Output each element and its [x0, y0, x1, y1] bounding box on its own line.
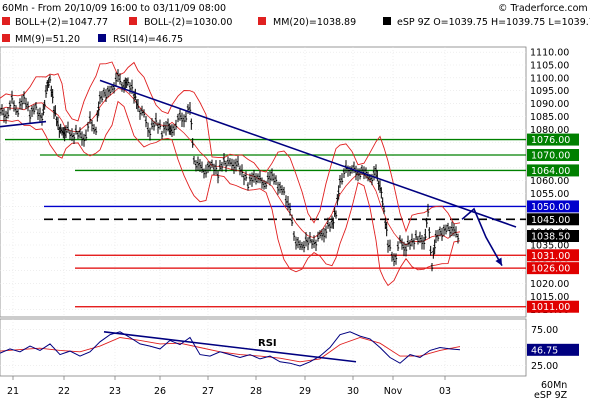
last-price-tag-label: 1038.50 — [531, 232, 570, 243]
footer-timeframe: 60Mn — [541, 380, 567, 391]
price-tick-label: 1035.00 — [530, 241, 569, 252]
price-tick-label: 1015.00 — [530, 292, 569, 303]
level-tag-box — [527, 164, 579, 177]
level-tag-label: 1070.00 — [531, 151, 570, 162]
resistance-trendline — [99, 79, 517, 228]
level-tag-label: 1064.00 — [531, 166, 570, 177]
level-tag-label: 1031.00 — [531, 251, 570, 262]
bollinger-upper — [0, 61, 461, 233]
footer-symbol: eSP 9Z — [534, 390, 568, 400]
legend-rsi: RSI(14)=46.75 — [113, 34, 183, 45]
source-watermark: © Traderforce.com — [498, 3, 588, 14]
legend-swatch-boll-minus — [129, 17, 137, 25]
rsi-mm9-line — [0, 337, 461, 363]
level-tag-box — [527, 213, 579, 226]
rsi-lines — [0, 331, 461, 367]
price-tick-label: 1080.00 — [530, 125, 569, 136]
rsi-tick-label: 75.00 — [531, 325, 558, 336]
support-trendline — [0, 120, 47, 128]
level-tag-label: 1045.00 — [531, 215, 570, 226]
level-tag-box — [527, 149, 579, 161]
legend-mm9: MM(9)=51.20 — [15, 34, 80, 45]
x-tick-label: 23 — [109, 386, 121, 397]
price-tick-label: 1100.00 — [530, 73, 569, 84]
level-tag-box — [527, 262, 579, 275]
rsi-trendline — [103, 331, 357, 363]
level-tag-label: 1050.00 — [531, 202, 570, 213]
level-tag-box — [527, 249, 579, 262]
level-tags: 1076.00 1070.00 1064.00 1050.00 1045.00 1031.… — [527, 133, 579, 313]
bollinger-bands — [0, 61, 461, 287]
price-bars — [0, 69, 460, 272]
legend-swatch-mm9 — [2, 34, 10, 42]
x-axis: 21 22 23 26 27 28 29 30 Nov 03 — [7, 376, 451, 397]
price-panel-frame — [0, 46, 527, 318]
chart-period-title: 60Mn - From 20/10/09 16:00 to 03/11/09 0… — [2, 3, 226, 14]
legend-swatch-mm20 — [258, 17, 266, 25]
price-tick-label: 1090.00 — [530, 99, 569, 110]
rsi-current-tag-box — [527, 343, 579, 356]
rsi-line — [0, 331, 461, 367]
price-tick-label: 1105.00 — [530, 61, 569, 72]
x-tick-label: 22 — [58, 386, 70, 397]
level-tag-box — [527, 300, 579, 313]
price-tick-label: 1110.00 — [530, 48, 569, 59]
legend: BOLL+(2)=1047.77 BOLL-(2)=1030.00 MM(20)… — [2, 17, 590, 45]
x-tick-label: 03 — [439, 386, 451, 397]
last-price-tag-box — [527, 230, 579, 242]
legend-price: eSP 9Z O=1039.75 H=1039.75 L=1039.75 — [397, 17, 590, 28]
legend-boll-plus: BOLL+(2)=1047.77 — [15, 17, 108, 28]
projection-arrow-head — [495, 257, 502, 266]
level-tag-label: 1011.00 — [531, 302, 570, 313]
price-tick-label: 1055.00 — [530, 189, 569, 200]
bollinger-lower — [0, 100, 461, 287]
price-tick-label: 1060.00 — [530, 176, 569, 187]
x-tick-label: 26 — [154, 386, 166, 397]
price-tick-label: 1020.00 — [530, 279, 569, 290]
level-tag-label: 1076.00 — [531, 135, 570, 146]
level-tag-label: 1026.00 — [531, 264, 570, 275]
rsi-tick-label: 25.00 — [531, 361, 558, 372]
x-tick-label: 30 — [347, 386, 359, 397]
rsi-current-tag-label: 46.75 — [531, 345, 558, 356]
legend-boll-minus: BOLL-(2)=1030.00 — [144, 17, 232, 28]
level-tag-box — [527, 133, 579, 146]
legend-swatch-price — [383, 17, 391, 25]
trend-lines — [0, 79, 517, 266]
level-tag-box — [527, 200, 579, 213]
moving-average-20 — [0, 88, 461, 246]
price-panel: 1010.001015.001020.001025.001030.001035.… — [0, 46, 579, 318]
x-tick-label: 29 — [299, 386, 311, 397]
legend-swatch-rsi — [98, 34, 106, 42]
price-tick-label: 1085.00 — [530, 112, 569, 123]
legend-mm20: MM(20)=1038.89 — [273, 17, 356, 28]
x-tick-label: 28 — [250, 386, 262, 397]
projection-arrow-path — [461, 207, 503, 266]
legend-swatch-boll-plus — [2, 17, 10, 25]
price-tick-label: 1095.00 — [530, 86, 569, 97]
price-y-axis: 1010.001015.001020.001025.001030.001035.… — [530, 48, 569, 316]
x-tick-label: 21 — [7, 386, 19, 397]
x-tick-label: Nov — [384, 386, 403, 397]
x-tick-label: 27 — [202, 386, 214, 397]
rsi-panel-label: RSI — [258, 338, 277, 349]
